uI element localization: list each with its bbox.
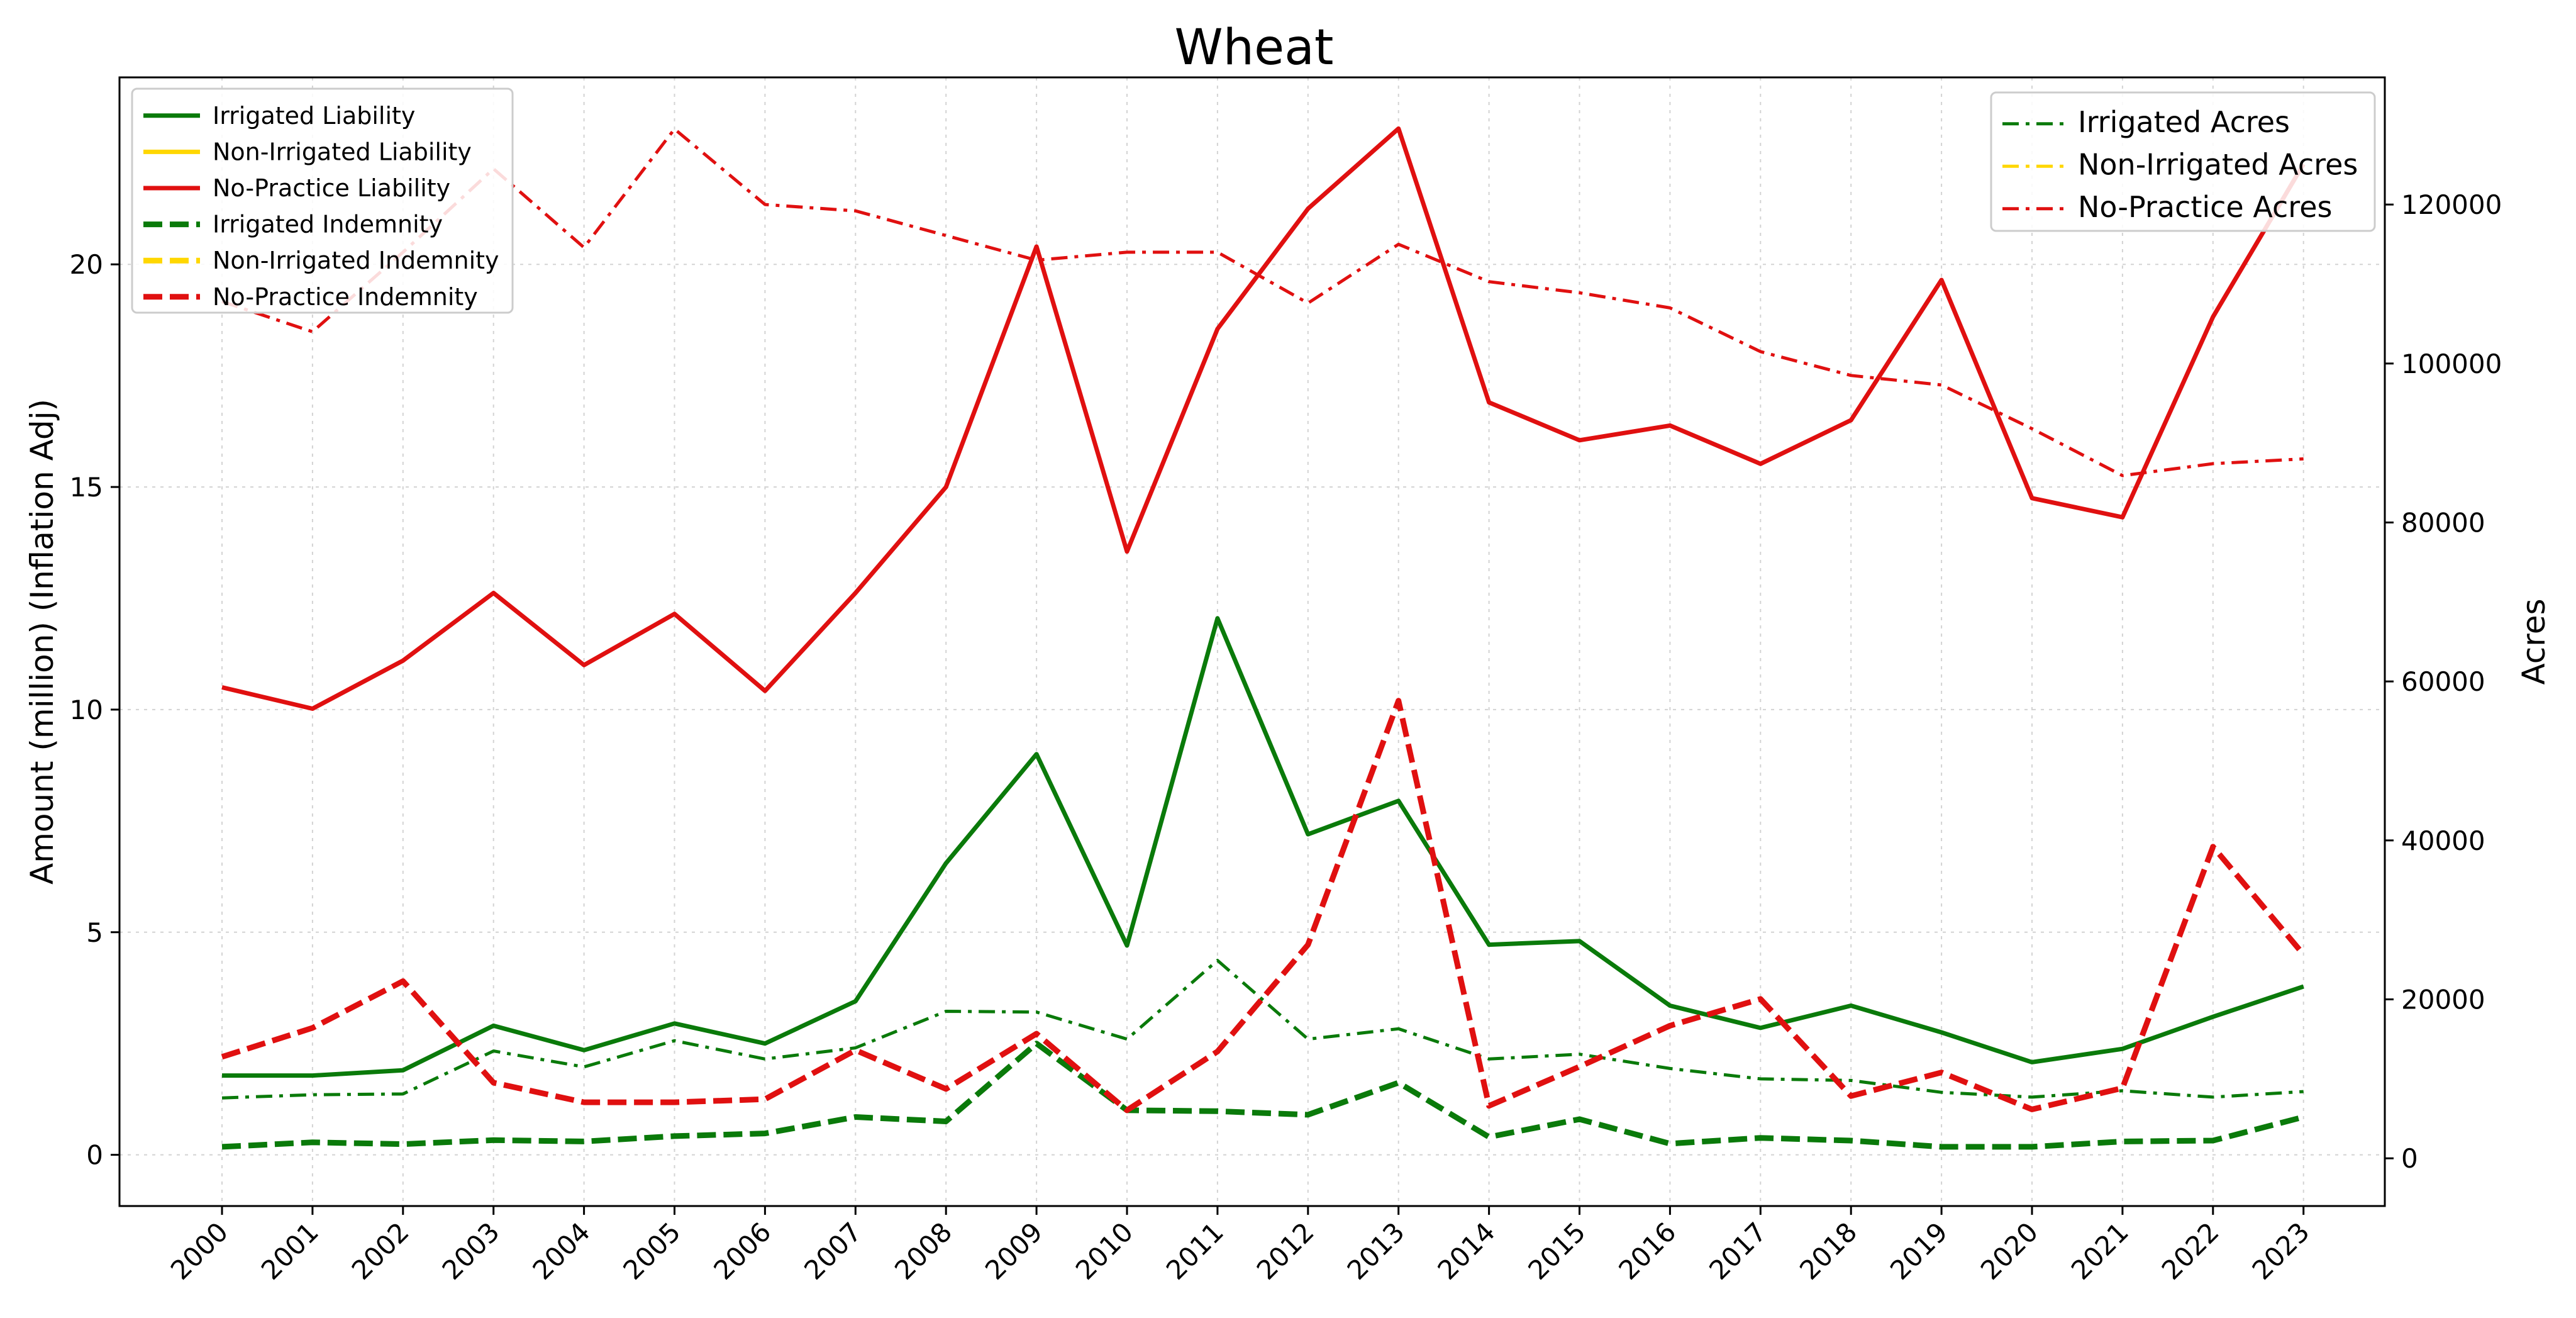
y-left-tick-label-5: 5 [86,917,103,948]
series-line-irrigated-liability [222,616,2304,1078]
legend-label-non-irrigated-indemnity: Non-Irrigated Indemnity [213,247,499,274]
legend-left: Irrigated Liability Non-Irrigated Liabili… [131,87,514,314]
y-axis-left-label: Amount (million) (Inflation Adj) [24,399,60,885]
plot-frame [118,76,2386,1207]
legend-label-irrigated-acres: Irrigated Acres [2078,105,2290,139]
y-axis-left: 0 5 10 15 20 [70,249,119,1171]
legend-label-irrigated-indemnity: Irrigated Indemnity [213,211,443,238]
y-axis-right-label: Acres [2516,598,2552,684]
series-layer [221,126,2306,1150]
legend-label-non-irrigated-acres: Non-Irrigated Acres [2078,147,2358,181]
series-line-no-practice-liability [221,126,2306,711]
series-line-no-practice-acres [221,127,2304,477]
y-right-tick-label-20000: 20000 [2401,985,2485,1015]
y-right-tick-label-120000: 120000 [2401,189,2502,220]
series-line-no-practice-indemnity [221,698,2306,1114]
legend-label-irrigated-liability: Irrigated Liability [213,102,415,130]
y-axis-right: 0 20000 40000 60000 80000 100000 120000 [2385,189,2502,1174]
legend-label-no-practice-indemnity: No-Practice Indemnity [213,283,478,311]
y-right-tick-label-0: 0 [2401,1143,2418,1174]
y-right-tick-label-40000: 40000 [2401,825,2485,856]
y-right-tick-label-100000: 100000 [2401,349,2502,379]
y-left-tick-label-0: 0 [86,1140,103,1171]
chart-title: Wheat [1175,20,1334,76]
legend-label-no-practice-liability: No-Practice Liability [213,174,450,202]
legend-right-box [1990,91,2376,232]
legend-label-no-practice-acres: No-Practice Acres [2078,190,2332,224]
y-right-tick-label-60000: 60000 [2401,666,2485,697]
legend-label-non-irrigated-liability: Non-Irrigated Liability [213,138,472,165]
series-line-irrigated-acres [221,959,2304,1100]
legend-left-box [131,87,514,314]
legend-right: Irrigated Acres Non-Irrigated Acres No-Pra… [1990,91,2376,232]
y-left-tick-label-20: 20 [70,249,103,280]
series-line-irrigated-indemnity [221,1041,2304,1150]
y-left-tick-label-15: 15 [70,472,103,503]
y-right-tick-label-80000: 80000 [2401,507,2485,538]
y-left-tick-label-10: 10 [70,695,103,725]
